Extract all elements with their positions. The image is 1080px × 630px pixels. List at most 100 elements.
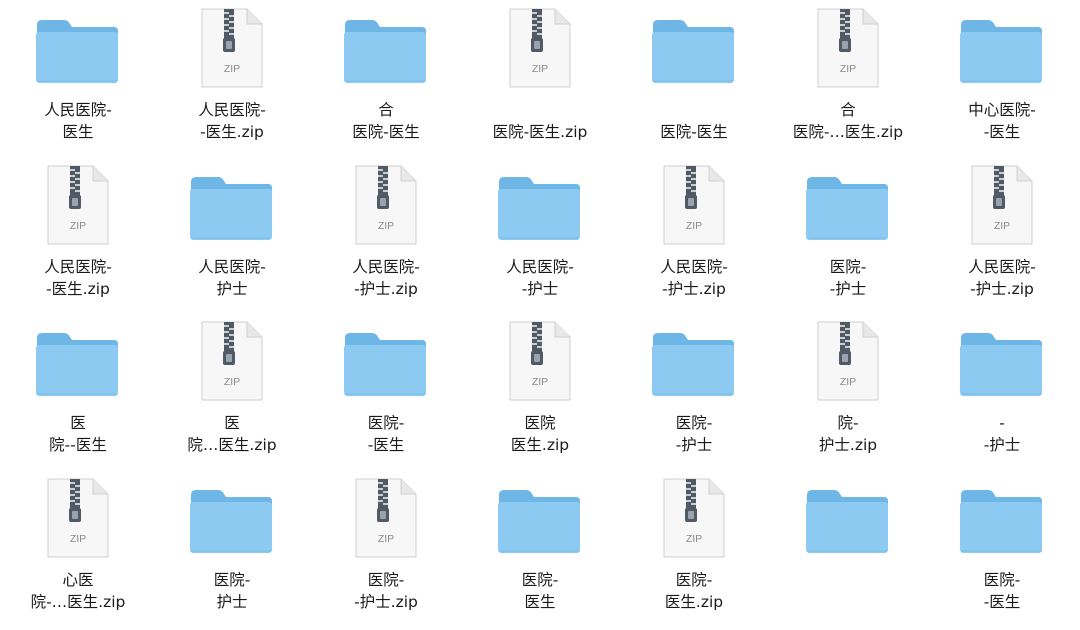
folder-icon-svg: [36, 20, 118, 83]
zip-file-item[interactable]: ZIP 院- 护士.zip: [778, 313, 918, 468]
folder-icon-svg: [36, 333, 118, 396]
folder-icon[interactable]: [932, 6, 1072, 101]
folder-item[interactable]: 医院- -护士: [624, 313, 764, 468]
zip-archive-icon[interactable]: ZIP: [624, 476, 764, 571]
zip-archive-icon[interactable]: ZIP: [8, 163, 148, 258]
zip-label-text: ZIP: [378, 220, 394, 232]
zip-file-item[interactable]: ZIP 合 医院-…医生.zip: [778, 0, 918, 155]
folder-icon[interactable]: [162, 163, 302, 258]
file-name-label: 人民医院- -医生.zip: [198, 101, 266, 141]
folder-item[interactable]: 医院- -医生: [316, 313, 456, 468]
folder-icon-svg: [652, 20, 734, 83]
zip-archive-icon[interactable]: ZIP: [316, 163, 456, 258]
zip-file-item[interactable]: ZIP 心医 院-…医生.zip: [8, 470, 148, 625]
zip-icon-svg: ZIP: [817, 321, 879, 401]
folder-icon-svg: [806, 490, 888, 553]
folder-icon-svg: [498, 177, 580, 240]
folder-icon[interactable]: [624, 6, 764, 101]
zip-label-text: ZIP: [686, 533, 702, 545]
folder-item[interactable]: 合 医院-医生: [316, 0, 456, 155]
zip-archive-icon[interactable]: ZIP: [162, 319, 302, 414]
zip-archive-icon[interactable]: ZIP: [316, 476, 456, 571]
zip-icon-svg: ZIP: [201, 8, 263, 88]
folder-icon[interactable]: [778, 476, 918, 571]
file-name-label: 医院- 医生.zip: [664, 571, 724, 611]
folder-item[interactable]: 医院- -护士: [778, 157, 918, 312]
file-name-label: 心医 院-…医生.zip: [30, 571, 126, 611]
folder-icon[interactable]: [470, 476, 610, 571]
zip-icon-svg: ZIP: [355, 478, 417, 558]
folder-item[interactable]: 中心医院- -医生: [932, 0, 1072, 155]
zip-archive-icon[interactable]: ZIP: [932, 163, 1072, 258]
zip-icon-svg: ZIP: [47, 165, 109, 245]
folder-icon-svg: [498, 490, 580, 553]
zip-file-item[interactable]: ZIP 人民医院- -护士.zip: [624, 157, 764, 312]
file-name-label: 人民医院- 医生: [44, 101, 112, 141]
zip-file-item[interactable]: ZIP 医院- -护士.zip: [316, 470, 456, 625]
file-name-label: 医院 医生.zip: [510, 414, 570, 454]
zip-label-text: ZIP: [70, 533, 86, 545]
folder-item[interactable]: 医院- 医生: [470, 470, 610, 625]
folder-icon[interactable]: [932, 476, 1072, 571]
folder-icon-svg: [652, 333, 734, 396]
folder-icon[interactable]: [316, 6, 456, 101]
zip-file-item[interactable]: ZIP 人民医院- -医生.zip: [8, 157, 148, 312]
folder-item[interactable]: 人民医院- 医生: [8, 0, 148, 155]
folder-icon[interactable]: [624, 319, 764, 414]
zip-archive-icon[interactable]: ZIP: [470, 6, 610, 101]
zip-file-item[interactable]: ZIP 医院 医生.zip: [470, 313, 610, 468]
zip-icon-svg: ZIP: [663, 478, 725, 558]
folder-icon-svg: [344, 20, 426, 83]
folder-icon[interactable]: [8, 319, 148, 414]
folder-icon[interactable]: [778, 163, 918, 258]
zip-file-item[interactable]: ZIP 人民医院- -护士.zip: [932, 157, 1072, 312]
zip-file-item[interactable]: ZIP 人民医院- -护士.zip: [316, 157, 456, 312]
zip-icon-svg: ZIP: [355, 165, 417, 245]
zip-archive-icon[interactable]: ZIP: [778, 6, 918, 101]
file-name-label: 医院- 护士: [213, 571, 251, 611]
folder-icon[interactable]: [470, 163, 610, 258]
folder-item[interactable]: 人民医院- 护士: [162, 157, 302, 312]
zip-file-item[interactable]: ZIP 医院- 医生.zip: [624, 470, 764, 625]
zip-archive-icon[interactable]: ZIP: [162, 6, 302, 101]
file-name-label: - -护士: [983, 414, 1021, 454]
zip-label-text: ZIP: [686, 220, 702, 232]
zip-file-item[interactable]: ZIP 人民医院- -医生.zip: [162, 0, 302, 155]
folder-icon-svg: [344, 333, 426, 396]
zip-label-text: ZIP: [224, 63, 240, 75]
zip-label-text: ZIP: [840, 376, 856, 388]
zip-label-text: ZIP: [532, 63, 548, 75]
folder-item[interactable]: 医院-医生: [624, 0, 764, 155]
zip-archive-icon[interactable]: ZIP: [778, 319, 918, 414]
folder-icon[interactable]: [932, 319, 1072, 414]
zip-icon-svg: ZIP: [509, 321, 571, 401]
folder-item[interactable]: 人民医院- -护士: [470, 157, 610, 312]
folder-icon[interactable]: [316, 319, 456, 414]
zip-file-item[interactable]: ZIP 医 院…医生.zip: [162, 313, 302, 468]
folder-icon-svg: [190, 490, 272, 553]
file-name-label: 医院- -医生: [367, 414, 405, 454]
file-name-label: 人民医院- 护士: [198, 258, 266, 298]
zip-file-item[interactable]: ZIP 医院-医生.zip: [470, 0, 610, 155]
zip-archive-icon[interactable]: ZIP: [8, 476, 148, 571]
folder-item[interactable]: 医院- -医生: [932, 470, 1072, 625]
folder-item[interactable]: [778, 470, 918, 625]
zip-archive-icon[interactable]: ZIP: [470, 319, 610, 414]
zip-label-text: ZIP: [224, 376, 240, 388]
folder-icon-svg: [806, 177, 888, 240]
folder-item[interactable]: - -护士: [932, 313, 1072, 468]
file-name-label: 人民医院- -医生.zip: [44, 258, 112, 298]
file-name-label: 医院- -护士.zip: [354, 571, 418, 611]
file-name-label: 人民医院- -护士.zip: [968, 258, 1036, 298]
file-name-label: 医院- -医生: [983, 571, 1021, 611]
zip-label-text: ZIP: [840, 63, 856, 75]
zip-archive-icon[interactable]: ZIP: [624, 163, 764, 258]
zip-icon-svg: ZIP: [663, 165, 725, 245]
folder-item[interactable]: 医院- 护士: [162, 470, 302, 625]
folder-icon[interactable]: [162, 476, 302, 571]
file-name-label: 合 医院-…医生.zip: [792, 101, 904, 141]
zip-icon-svg: ZIP: [971, 165, 1033, 245]
folder-icon[interactable]: [8, 6, 148, 101]
zip-label-text: ZIP: [532, 376, 548, 388]
folder-item[interactable]: 医 院--医生: [8, 313, 148, 468]
